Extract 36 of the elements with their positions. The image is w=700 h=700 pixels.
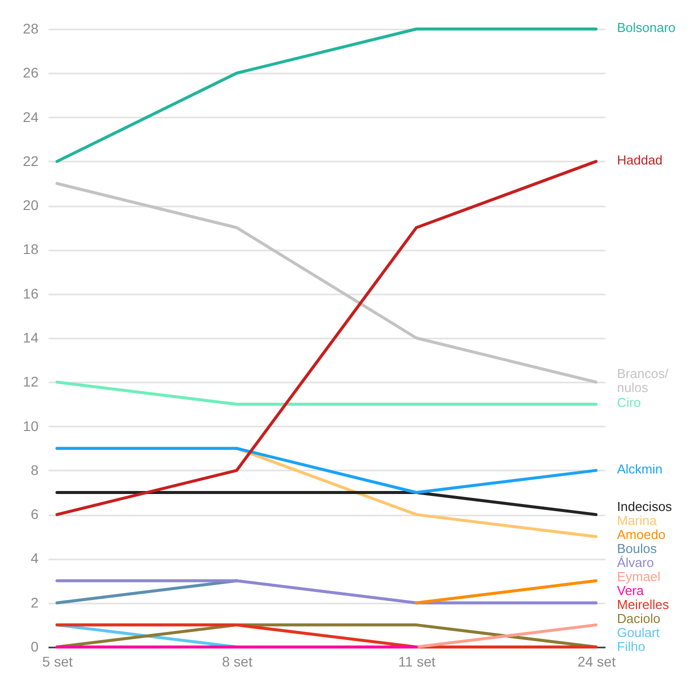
series-label: Bolsonaro — [617, 20, 676, 35]
line-series — [55, 160, 598, 516]
x-tick-label: 8 set — [222, 654, 252, 670]
y-tick-label: 18 — [22, 241, 39, 258]
text: Meirelles — [617, 597, 670, 612]
y-tick-label: 6 — [30, 506, 39, 522]
y-tick-label: 0 — [30, 638, 39, 654]
text: Eymael — [617, 569, 660, 584]
series-label: Indecisos — [617, 499, 672, 514]
text: Goulart Filho — [617, 625, 660, 654]
y-tick-label: 28 — [22, 20, 39, 36]
y-tick-label: 14 — [22, 330, 39, 346]
y-tick-label: 8 — [30, 462, 39, 478]
x-tick-label: 24 set — [577, 654, 616, 670]
series-label: Haddad — [617, 152, 663, 168]
y-tick-label: 12 — [22, 374, 39, 390]
series-label: Alckmin — [617, 461, 663, 476]
y-tick-label: 20 — [22, 197, 39, 214]
y-tick-label: 2 — [30, 594, 39, 610]
x-tick-label: 5 set — [42, 654, 73, 670]
text: Daciolo — [617, 611, 660, 626]
series-label: Ciro — [617, 395, 641, 410]
x-tick-label: 11 set — [398, 654, 436, 670]
y-tick-label: 10 — [22, 418, 39, 434]
text: Boulos — [617, 541, 658, 556]
series-label: Brancos/nulos — [617, 366, 669, 396]
text: Amoedo — [617, 527, 666, 542]
text: Álvaro — [617, 555, 654, 570]
y-tick-label: 22 — [22, 152, 39, 169]
y-tick-label: 16 — [22, 285, 39, 302]
series-label: Marina — [617, 513, 658, 528]
y-tick-label: 24 — [22, 108, 39, 125]
y-tick-label: 26 — [22, 64, 39, 81]
y-tick-label: 4 — [30, 550, 39, 566]
line-series — [55, 182, 598, 384]
text: Vera — [617, 583, 645, 598]
